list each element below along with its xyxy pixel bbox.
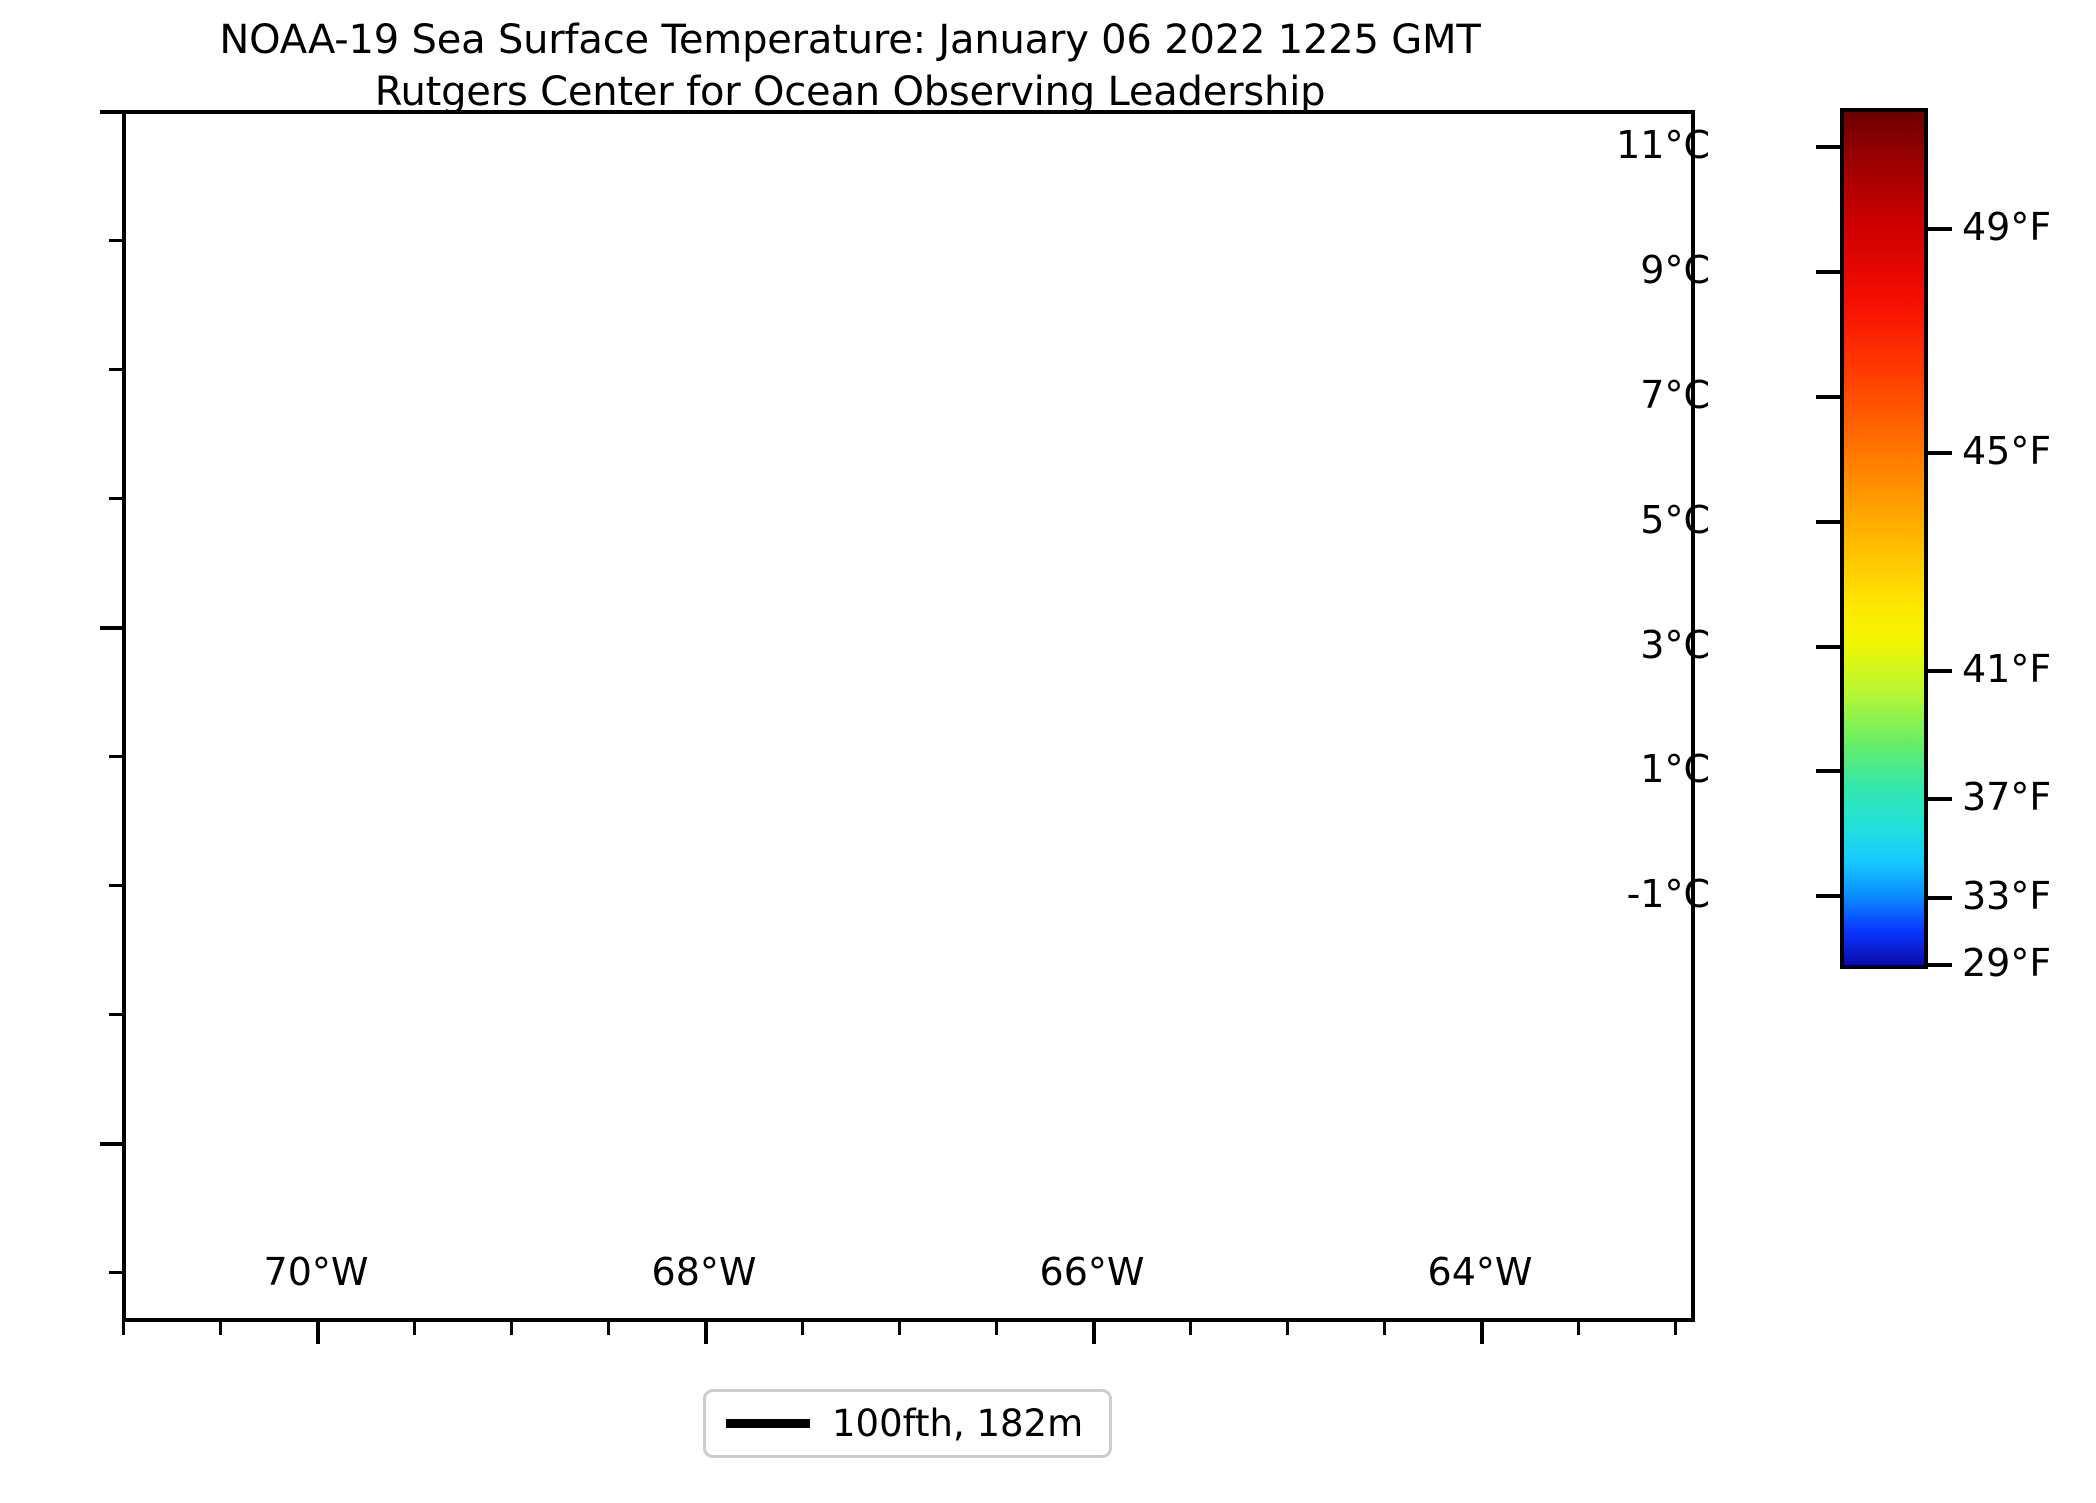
xtick-minor-d <box>510 1322 513 1335</box>
xtick-label-66W: 66°W <box>1039 1250 1145 1294</box>
xtick-minor-f <box>801 1322 804 1335</box>
ytick-minor-43.5 <box>109 755 122 758</box>
cbtick-37F <box>1928 797 1952 801</box>
ytick-46N <box>100 110 122 114</box>
cblabel-3C: 3°C <box>1640 623 1710 667</box>
ytick-44N <box>100 626 122 630</box>
colorbar-gradient[interactable] <box>1840 108 1928 969</box>
cbtick-9C <box>1816 270 1840 274</box>
cbtick-neg1C <box>1816 894 1840 898</box>
xtick-70W <box>316 1322 320 1344</box>
xtick-minor-j <box>1286 1322 1289 1335</box>
ytick-minor-42.5 <box>109 1013 122 1016</box>
xtick-minor-i <box>1189 1322 1192 1335</box>
cblabel-41F: 41°F <box>1962 647 2052 691</box>
xtick-minor-e <box>607 1322 610 1335</box>
cblabel-29F: 29°F <box>1962 941 2052 985</box>
xtick-66W <box>1092 1322 1096 1344</box>
cblabel-49F: 49°F <box>1962 205 2052 249</box>
xtick-minor-l <box>1577 1322 1580 1335</box>
cblabel-33F: 33°F <box>1962 874 2052 918</box>
cblabel-5C: 5°C <box>1640 498 1710 542</box>
xtick-label-64W: 64°W <box>1427 1250 1533 1294</box>
map-axes-frame <box>122 110 1695 1322</box>
sst-map-figure[interactable] <box>100 110 1695 1344</box>
ytick-42N <box>100 1142 122 1146</box>
xtick-label-68W: 68°W <box>651 1250 757 1294</box>
ytick-minor-41.5 <box>109 1271 122 1274</box>
ytick-minor-44.5 <box>109 497 122 500</box>
cblabel-45F: 45°F <box>1962 429 2052 473</box>
cbtick-1C <box>1816 769 1840 773</box>
cbtick-11C <box>1816 145 1840 149</box>
xtick-minor-b <box>219 1322 222 1335</box>
cbtick-3C <box>1816 645 1840 649</box>
cblabel-7C: 7°C <box>1640 373 1710 417</box>
page-title: NOAA-19 Sea Surface Temperature: January… <box>219 17 1481 63</box>
ytick-minor-43 <box>109 884 122 887</box>
cbtick-5C <box>1816 520 1840 524</box>
xtick-64W <box>1480 1322 1484 1344</box>
xtick-label-70W: 70°W <box>263 1250 369 1294</box>
cblabel-11C: 11°C <box>1616 123 1710 167</box>
cblabel-9C: 9°C <box>1640 248 1710 292</box>
legend-line-swatch-icon <box>726 1419 810 1428</box>
legend-label: 100fth, 182m <box>832 1402 1084 1445</box>
chart-title-block: NOAA-19 Sea Surface Temperature: January… <box>0 14 1700 118</box>
cbtick-49F <box>1928 227 1952 231</box>
cbtick-41F <box>1928 669 1952 673</box>
cblabel-neg1C: -1°C <box>1626 872 1710 916</box>
xtick-minor-c <box>413 1322 416 1335</box>
ytick-minor-45 <box>109 368 122 371</box>
xtick-minor-k <box>1383 1322 1386 1335</box>
cbtick-33F <box>1928 896 1952 900</box>
cbtick-7C <box>1816 395 1840 399</box>
xtick-minor-h <box>995 1322 998 1335</box>
cbtick-45F <box>1928 451 1952 455</box>
page-subtitle: Rutgers Center for Ocean Observing Leade… <box>374 69 1326 115</box>
xtick-minor-g <box>898 1322 901 1335</box>
bathymetry-legend[interactable]: 100fth, 182m <box>703 1389 1113 1458</box>
xtick-minor-m <box>1674 1322 1677 1335</box>
xtick-minor-a <box>122 1322 125 1335</box>
cbtick-29F <box>1928 963 1952 967</box>
cblabel-37F: 37°F <box>1962 775 2052 819</box>
xtick-68W <box>704 1322 708 1344</box>
ytick-minor-45.5 <box>109 239 122 242</box>
cblabel-1C: 1°C <box>1640 747 1710 791</box>
